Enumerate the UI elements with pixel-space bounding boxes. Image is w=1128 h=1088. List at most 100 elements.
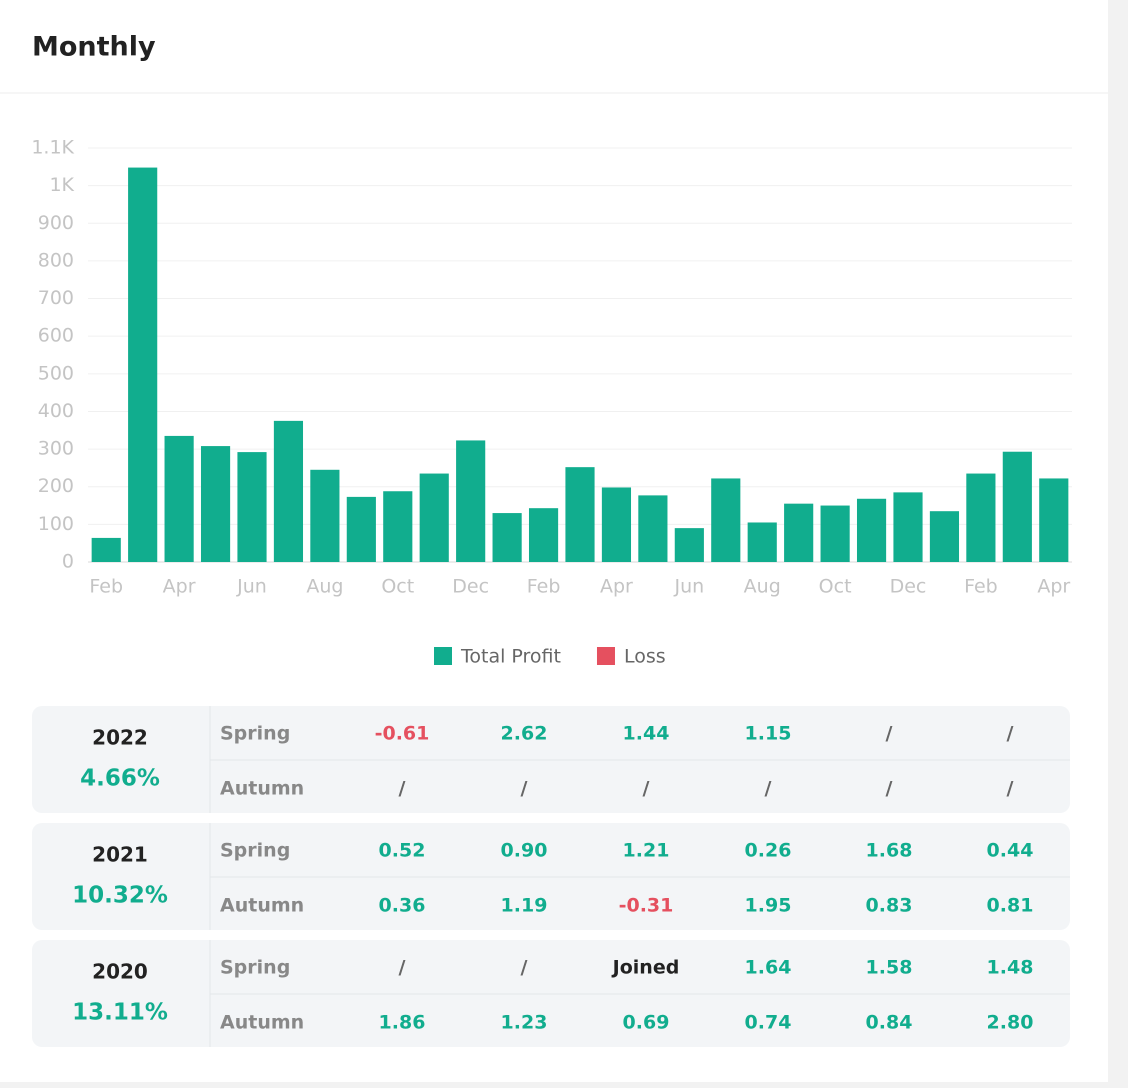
cell: 1.15 (745, 723, 792, 745)
x-tick-label: Feb (527, 576, 561, 598)
y-tick-label: 300 (38, 438, 74, 460)
bar (893, 492, 923, 562)
year-total: 13.11% (72, 1000, 168, 1026)
cell: 1.23 (501, 1012, 548, 1034)
legend-label: Total Profit (460, 646, 561, 668)
cell: 0.90 (501, 840, 548, 862)
bar (747, 522, 777, 562)
cell: 1.64 (745, 957, 792, 979)
cell: / (399, 957, 406, 979)
x-tick-label: Feb (89, 576, 123, 598)
cell: / (1007, 778, 1014, 800)
bar (91, 537, 121, 562)
bar (200, 446, 231, 562)
y-tick-label: 200 (38, 475, 74, 497)
bar (711, 478, 741, 562)
bar (565, 467, 595, 562)
bar (164, 435, 194, 562)
y-tick-label: 600 (38, 325, 74, 347)
year: 2020 (92, 960, 148, 984)
bar (1039, 478, 1069, 562)
y-tick-label: 500 (38, 362, 74, 384)
row-label: Autumn (220, 1012, 304, 1034)
bar (638, 495, 668, 562)
y-tick-label: 400 (38, 400, 74, 422)
bar (966, 473, 996, 562)
cell: / (399, 778, 406, 800)
bar (128, 167, 158, 562)
cell: -0.61 (375, 723, 430, 745)
bar (601, 487, 632, 562)
x-tick-label: Apr (600, 576, 633, 598)
cell: 0.36 (379, 895, 426, 917)
row-label: Spring (220, 723, 290, 745)
bar (784, 503, 814, 562)
cell: 1.58 (866, 957, 913, 979)
x-tick-label: Feb (964, 576, 998, 598)
y-tick-label: 1.1K (31, 137, 74, 159)
bar (820, 505, 850, 562)
cell: / (765, 778, 772, 800)
cell: 1.95 (745, 895, 792, 917)
row-label: Spring (220, 957, 290, 979)
x-tick-label: Apr (1037, 576, 1070, 598)
y-tick-label: 1K (49, 174, 74, 196)
bar (674, 528, 704, 562)
bar (310, 469, 340, 562)
cell: 0.44 (987, 840, 1034, 862)
cell: 0.26 (745, 840, 792, 862)
cell: 0.84 (866, 1012, 913, 1034)
bar (456, 440, 486, 562)
bar (273, 420, 304, 562)
bar (419, 473, 449, 562)
bar (1002, 451, 1032, 562)
cell: / (521, 778, 528, 800)
x-tick-label: Oct (819, 576, 852, 598)
x-tick-label: Jun (236, 576, 267, 598)
cell: / (643, 778, 650, 800)
year: 2021 (92, 843, 148, 867)
cell: 1.21 (623, 840, 670, 862)
y-tick-label: 100 (38, 513, 74, 535)
year: 2022 (92, 726, 148, 750)
x-tick-label: Aug (306, 576, 343, 598)
cell: / (886, 723, 893, 745)
x-tick-label: Oct (381, 576, 414, 598)
bar (346, 496, 376, 562)
cell: 0.74 (745, 1012, 792, 1034)
cell: 1.44 (623, 723, 670, 745)
x-tick-label: Aug (744, 576, 781, 598)
row-label: Spring (220, 840, 290, 862)
bar (856, 498, 887, 562)
row-label: Autumn (220, 778, 304, 800)
bar (528, 508, 559, 562)
legend-label: Loss (624, 646, 666, 668)
x-tick-label: Jun (673, 576, 704, 598)
cell: / (521, 957, 528, 979)
cell: 1.48 (987, 957, 1034, 979)
y-tick-label: 800 (38, 249, 74, 271)
cell: Joined (611, 957, 680, 979)
cell: / (886, 778, 893, 800)
cell: 0.81 (987, 895, 1034, 917)
cell: 1.19 (501, 895, 548, 917)
card-title: Monthly (32, 32, 156, 63)
cell: -0.31 (619, 895, 674, 917)
bar (929, 511, 960, 562)
bar (383, 491, 413, 562)
year-total: 10.32% (72, 883, 168, 909)
legend-swatch (596, 647, 615, 665)
legend-swatch (434, 647, 452, 665)
cell: 2.62 (501, 723, 548, 745)
cell: 0.52 (379, 840, 426, 862)
y-tick-label: 900 (38, 212, 74, 234)
x-tick-label: Dec (452, 576, 489, 598)
cell: / (1007, 723, 1014, 745)
cell: 2.80 (987, 1012, 1034, 1034)
x-tick-label: Dec (890, 576, 927, 598)
cell: 1.68 (866, 840, 913, 862)
y-tick-label: 700 (38, 287, 74, 309)
cell: 0.69 (623, 1012, 670, 1034)
